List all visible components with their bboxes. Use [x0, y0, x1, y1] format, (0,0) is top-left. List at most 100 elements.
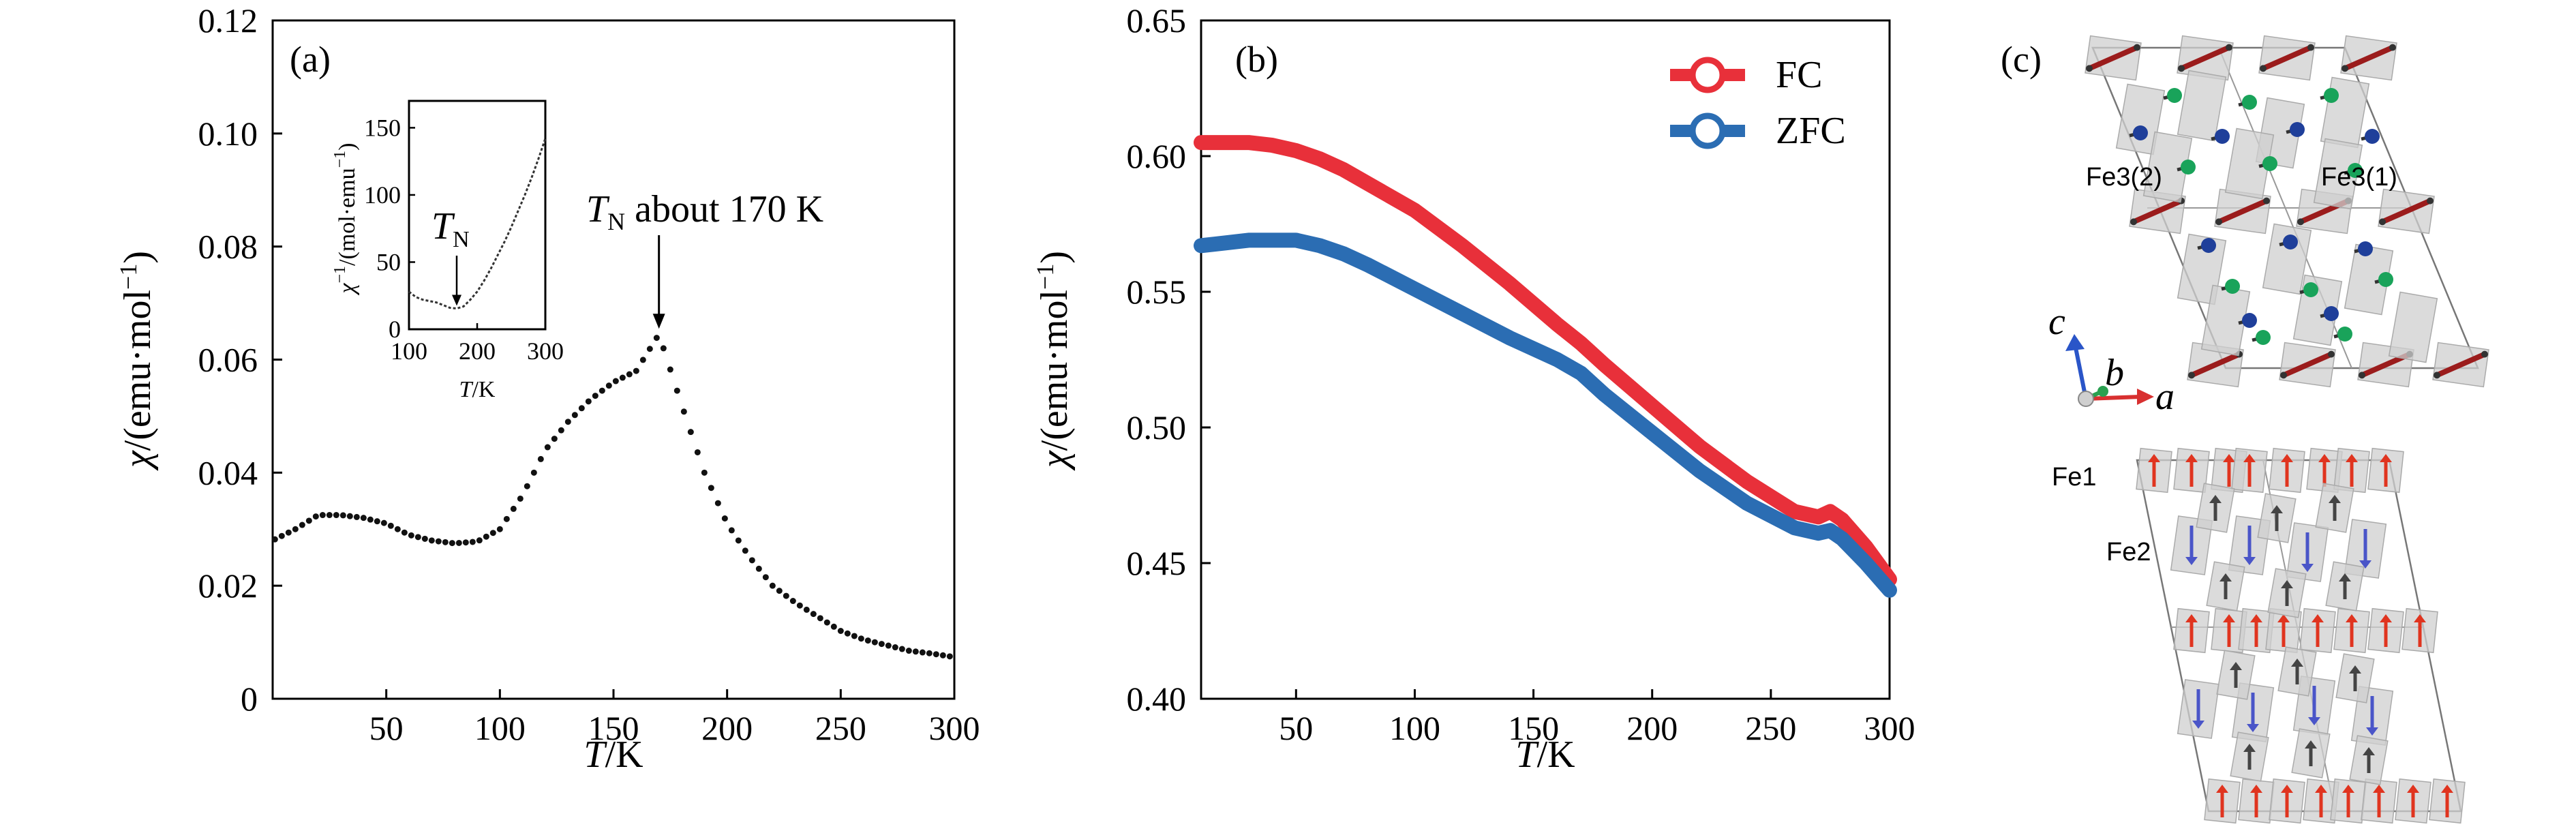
data-point	[708, 485, 714, 492]
data-point	[510, 505, 517, 512]
atom	[2260, 65, 2267, 72]
inset-arrow-head	[452, 294, 461, 306]
panel-a-ticks: 50 100 150 200 250 300 0 0.02 0.04 0.06 0.08 0.10 0.…	[198, 1, 980, 747]
data-point	[387, 522, 394, 529]
data-point	[701, 469, 708, 476]
inset-x-tick-label: 200	[459, 337, 496, 365]
atom	[2324, 306, 2339, 321]
spin-arrowhead	[2148, 454, 2160, 462]
data-point	[278, 532, 285, 539]
atom	[2130, 218, 2137, 226]
panel-a-y-axis-label: χ/(emu·mol−1)	[115, 251, 159, 471]
data-point	[619, 374, 626, 381]
atom	[2086, 65, 2093, 72]
data-point	[442, 539, 449, 545]
spin-bar	[2087, 44, 2140, 72]
panel-a-annotation-arrow	[652, 235, 665, 329]
panel-a-inset: 100 200 300 0 50 100 150 TN T/K χ−1/(mol·emu−1…	[331, 100, 564, 402]
data-point	[483, 533, 489, 540]
polyhedron	[2177, 70, 2227, 142]
y-tick-label-b: 0.50	[1127, 408, 1187, 447]
legend-fc-marker	[1689, 57, 1726, 93]
atom	[2290, 122, 2305, 137]
panel-a-label: (a)	[290, 39, 331, 80]
data-point	[578, 405, 585, 412]
atom	[2167, 88, 2182, 103]
data-point	[769, 582, 776, 589]
panel-b-label: (b)	[1235, 39, 1278, 80]
atom	[2181, 160, 2196, 175]
data-point	[312, 513, 319, 520]
data-point	[292, 526, 299, 532]
data-point	[517, 495, 524, 502]
data-point	[783, 592, 789, 599]
spin-arrowhead	[2247, 724, 2259, 732]
spin-bar	[2260, 44, 2314, 72]
data-point	[537, 455, 544, 462]
atom	[2263, 197, 2270, 205]
data-point	[462, 539, 469, 546]
data-point	[673, 387, 680, 394]
atom	[2379, 218, 2386, 226]
spin-arrowhead	[2281, 580, 2293, 588]
spin-arrowhead	[2223, 454, 2235, 462]
x-tick-label-a: 50	[369, 709, 404, 747]
data-point	[435, 538, 442, 545]
atom	[2283, 235, 2298, 250]
spin-arrowhead	[2230, 662, 2242, 670]
fe2-label: Fe2	[2106, 538, 2151, 566]
data-point	[714, 500, 721, 507]
inset-y-tick-label: 150	[364, 114, 401, 141]
data-point	[367, 516, 374, 523]
spin-bar	[2216, 198, 2269, 225]
x-tick-label-a: 250	[815, 709, 866, 747]
atom	[2348, 163, 2363, 178]
data-point	[469, 539, 476, 545]
x-tick-label-b: 200	[1626, 709, 1678, 747]
x-tick-label-b: 150	[1508, 709, 1559, 747]
data-point	[939, 652, 946, 659]
atom	[2378, 272, 2393, 287]
spin-arrowhead	[2305, 740, 2317, 749]
spin-arrowhead	[2243, 557, 2256, 565]
x-tick-label-b: 50	[1279, 709, 1313, 747]
data-point	[646, 346, 653, 352]
data-point	[742, 547, 748, 554]
data-point	[837, 628, 844, 634]
atom	[2226, 44, 2232, 51]
atom	[2337, 327, 2352, 342]
data-point	[885, 642, 892, 649]
spin-arrowhead	[2281, 785, 2293, 793]
panel-c-label: (c)	[2001, 39, 2042, 80]
inset-frame	[408, 100, 547, 331]
origin-atom	[2078, 391, 2094, 407]
data-point	[810, 611, 817, 618]
data-point	[299, 522, 305, 528]
spin-arrowhead	[2308, 717, 2320, 725]
spin-arrowhead	[2318, 454, 2331, 462]
data-point	[878, 641, 885, 648]
spin-arrowhead	[2346, 614, 2358, 622]
axis-a-label: a	[2155, 376, 2175, 418]
y-tick-label-a: 0.04	[198, 453, 258, 492]
spin-arrowhead	[2380, 614, 2392, 622]
spin-arrowhead	[2373, 785, 2385, 793]
atom	[2262, 156, 2277, 171]
data-point	[892, 644, 898, 651]
a-axis-arrow	[2085, 395, 2141, 401]
panel-c-structure: (c) Fe3(2) Fe3(1) c b a	[2001, 35, 2489, 824]
atom	[2303, 282, 2318, 297]
data-point	[933, 651, 939, 658]
inset-y-axis-label: χ−1/(mol·emu−1)	[331, 143, 360, 296]
panel-b-x-axis-label: T/K	[1515, 734, 1575, 776]
data-point	[571, 412, 578, 419]
data-point	[844, 630, 851, 637]
data-point	[598, 387, 605, 394]
inset-annotation-arrow	[452, 256, 461, 306]
x-tick-label-a: 150	[588, 709, 639, 747]
data-point	[748, 557, 755, 564]
atom	[2307, 44, 2314, 51]
polyhedron	[2388, 291, 2438, 363]
lower-unit-cell: Fe1 Fe2	[2052, 447, 2466, 824]
y-tick-label-b: 0.65	[1127, 1, 1187, 40]
